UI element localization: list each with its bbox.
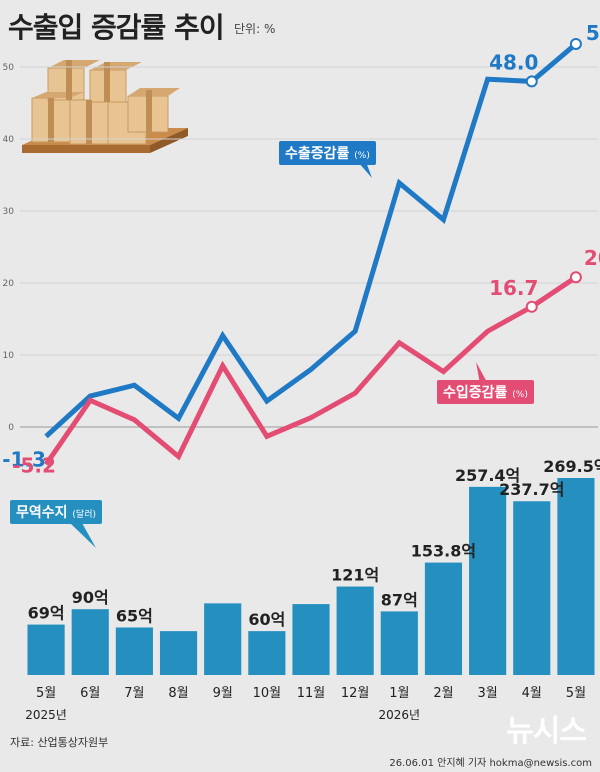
month-label: 7월	[124, 686, 144, 701]
data-point-marker	[569, 37, 582, 50]
trade-balance-value-label: 90억	[72, 588, 109, 607]
source-note: 자료: 산업통상자원부	[10, 736, 109, 749]
month-label: 4월	[522, 686, 542, 701]
growth-value-label: 53.2	[586, 21, 600, 45]
export-tag-label: 수출증감률	[285, 146, 350, 162]
month-label: 9월	[213, 686, 233, 701]
year-label: 2026년	[379, 708, 421, 722]
trade-tag-label: 무역수지	[16, 505, 68, 521]
trade-balance-value-label: 87억	[381, 590, 418, 609]
year-label: 2025년	[25, 708, 67, 722]
import-growth-line	[44, 275, 578, 466]
data-point-marker	[525, 300, 538, 313]
trade-balance-bar	[159, 631, 198, 675]
growth-lines	[44, 37, 582, 466]
trade-balance-value-label: 65억	[116, 606, 153, 625]
trade-balance-bar	[380, 611, 418, 675]
export-growth-tag: 수출증감률 (%)	[279, 141, 376, 165]
newsis-logo: 뉴시스	[506, 714, 587, 749]
month-label: 3월	[477, 686, 497, 701]
month-label: 8월	[168, 686, 188, 701]
credit-line: 26.06.01 안지혜 기자 hokma@newsis.com	[389, 758, 592, 769]
import-tag-unit: (%)	[512, 390, 528, 400]
chart-gridlines	[20, 66, 598, 428]
export-growth-line	[44, 42, 578, 439]
trade-balance-value-label: 237.7억	[499, 480, 564, 499]
growth-value-label: 16.7	[489, 276, 538, 300]
data-point-marker	[569, 271, 582, 284]
y-tick-label: 10	[3, 351, 15, 361]
trade-balance-bar	[292, 604, 330, 675]
month-label: 10월	[253, 686, 282, 701]
y-axis-ticks: 0 10 20 30 40 50	[3, 63, 15, 433]
month-label: 6월	[80, 686, 100, 701]
y-tick-label: 0	[8, 423, 14, 433]
import-tag-label: 수입증감률	[443, 385, 508, 401]
growth-value-labels: -1.3 48.0 53.2 -5.2 16.7 20.8	[2, 21, 600, 477]
month-label: 5월	[566, 686, 586, 701]
y-tick-label: 30	[3, 207, 15, 217]
trade-balance-value-label: 153.8억	[411, 542, 476, 561]
y-tick-label: 40	[3, 135, 15, 145]
trade-balance-bar	[336, 586, 374, 675]
trade-balance-bars	[27, 478, 595, 675]
month-label: 1월	[389, 686, 409, 701]
trade-balance-bar	[248, 631, 286, 675]
import-growth-tag: 수입증감률 (%)	[437, 380, 534, 404]
month-label: 2월	[433, 686, 453, 701]
trade-balance-bar	[27, 624, 65, 675]
growth-value-label: 48.0	[489, 50, 538, 74]
x-axis-labels: 5월 6월 7월 8월 9월 10월 11월 12월 1월 2월 3월 4월 5월 2025년 2026년	[25, 686, 586, 722]
unit-label: 단위: %	[234, 22, 276, 36]
trade-balance-bar	[71, 609, 109, 675]
month-label: 11월	[297, 686, 326, 701]
y-tick-label: 20	[3, 279, 15, 289]
y-tick-label: 50	[3, 63, 15, 73]
trade-tag-unit: (달러)	[72, 510, 96, 520]
export-tag-unit: (%)	[354, 151, 370, 161]
trade-balance-tag: 무역수지 (달러)	[10, 500, 102, 524]
trade-balance-bar	[469, 486, 507, 675]
growth-value-label: 20.8	[584, 246, 600, 270]
growth-value-label: -1.3	[2, 447, 46, 471]
boxes-icon	[22, 60, 188, 153]
trade-balance-bar	[424, 562, 463, 675]
growth-value-label: -5.2	[12, 453, 56, 477]
trade-balance-value-label: 121억	[331, 566, 379, 585]
chart-title: 수출입 증감률 추이	[8, 11, 225, 44]
trade-balance-bar	[557, 478, 595, 675]
trade-balance-value-label: 60억	[248, 610, 285, 629]
trade-balance-bar	[513, 501, 551, 675]
trade-balance-value-label: 257.4억	[455, 466, 520, 485]
trade-balance-value-label: 69억	[28, 604, 65, 623]
trade-balance-value-label: 269.5억	[543, 457, 600, 476]
tag-pointers	[70, 162, 488, 548]
trade-balance-bar	[204, 603, 242, 675]
month-label: 12월	[341, 686, 370, 701]
month-label: 5월	[36, 686, 56, 701]
trade-balance-bar	[115, 627, 153, 675]
data-point-marker	[525, 75, 538, 88]
